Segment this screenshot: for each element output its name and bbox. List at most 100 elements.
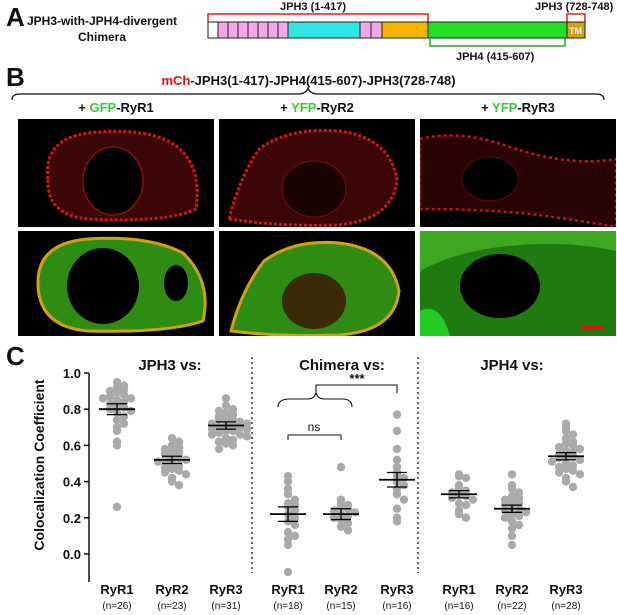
x-category-label: RyR1 — [271, 582, 304, 597]
x-n-label: (n=28) — [551, 601, 580, 612]
colocalization-chart: Colocalization Coefficient 0.0 0.2 0.4 0.6 0… — [31, 357, 585, 612]
x-n-label: (n=18) — [273, 601, 302, 612]
construct-brace — [11, 86, 605, 101]
x-category-label: RyR2 — [495, 582, 528, 597]
data-point — [112, 502, 122, 512]
x-n-label: (n=22) — [497, 601, 526, 612]
data-point — [174, 480, 184, 490]
x-n-label: (n=16) — [382, 601, 411, 612]
chimera-title-line2: Chimera — [78, 30, 127, 44]
data-point — [392, 517, 402, 526]
data-point — [214, 428, 224, 437]
data-point — [283, 540, 293, 550]
data-point — [554, 468, 564, 477]
data-point — [514, 520, 524, 530]
data-point — [126, 394, 136, 403]
data-point — [235, 430, 245, 439]
data-point — [119, 390, 129, 399]
image-ryr3-merge — [420, 231, 616, 336]
x-n-label: (n=15) — [326, 601, 355, 612]
data-point — [568, 466, 578, 475]
data-point — [568, 482, 578, 492]
jph3-right-label: JPH3 (728-748) — [535, 1, 614, 13]
x-category-label: RyR1 — [442, 582, 475, 597]
data-point — [112, 388, 122, 398]
data-point — [547, 457, 557, 466]
data-point — [454, 509, 464, 519]
data-point — [283, 490, 293, 499]
data-point — [153, 457, 163, 466]
data-point — [167, 464, 177, 474]
data-point — [167, 433, 177, 443]
tm-domain — [566, 21, 586, 39]
data-point — [290, 513, 300, 522]
sig-bracket — [315, 384, 398, 393]
jph4-divergent-region — [427, 21, 568, 39]
data-point — [507, 484, 517, 494]
jph3-left-bracket — [207, 13, 429, 22]
x-n-label: (n=23) — [157, 601, 186, 612]
construct-name: -JPH3(1-417)-JPH4(415-607)-JPH3(728-748) — [190, 73, 456, 88]
y-axis-label: Colocalization Coefficient — [31, 379, 47, 550]
data-point — [461, 513, 471, 522]
image-ryr2-red — [219, 119, 415, 227]
data-point — [343, 526, 353, 535]
alpha-helix-region — [381, 21, 429, 39]
x-category-label: RyR3 — [209, 582, 242, 597]
data-point — [575, 470, 585, 479]
data-point — [214, 437, 224, 446]
data-point — [126, 406, 136, 416]
jph3-left-label: JPH3 (1-417) — [280, 1, 346, 13]
data-point — [454, 471, 464, 481]
y-tick-label: 0.8 — [63, 402, 81, 417]
x-category-label: RyR3 — [380, 582, 413, 597]
y-tick-label: 0.2 — [63, 511, 81, 526]
y-tick-label: 1.0 — [63, 366, 81, 381]
data-point — [221, 394, 231, 403]
data-point — [290, 531, 300, 541]
mch-tag: mCh — [161, 73, 191, 88]
data-point — [554, 442, 564, 452]
jph4-bracket — [429, 38, 566, 47]
data-point — [112, 415, 122, 425]
group-title: JPH3 vs: — [138, 357, 201, 374]
x-n-label: (n=26) — [102, 601, 131, 612]
sig-label: *** — [349, 371, 365, 386]
data-point — [507, 540, 517, 550]
data-point — [283, 477, 293, 486]
data-point — [507, 517, 517, 526]
panel-b-letter: B — [6, 62, 25, 92]
group-title: Chimera vs: — [299, 357, 385, 374]
condition-ryr3: + YFP-RyR3 — [481, 100, 555, 115]
data-point — [561, 426, 571, 436]
pooled-brace — [277, 391, 353, 408]
data-point — [561, 464, 571, 474]
data-point — [283, 528, 293, 537]
data-point — [181, 470, 191, 479]
panel-a-letter: A — [6, 2, 25, 32]
ns-bracket — [287, 434, 342, 440]
data-point — [242, 424, 252, 434]
condition-ryr2: + YFP-RyR2 — [280, 100, 354, 115]
data-point — [112, 441, 122, 450]
data-point — [214, 444, 224, 454]
image-ryr3-red — [420, 119, 616, 227]
data-point — [221, 401, 231, 410]
data-point — [119, 419, 129, 428]
data-point — [392, 444, 402, 454]
data-point — [568, 441, 578, 450]
construct-label: mCh-JPH3(1-417)-JPH4(415-607)-JPH3(728-7… — [0, 73, 617, 88]
data-point — [112, 426, 122, 436]
data-point — [568, 430, 578, 439]
data-point — [343, 518, 353, 528]
data-point — [454, 499, 464, 508]
data-point — [228, 441, 238, 450]
panel-c-letter: C — [6, 341, 25, 371]
data-point — [207, 430, 217, 439]
data-point — [242, 432, 252, 441]
image-ryr2-merge — [219, 231, 415, 336]
data-point — [507, 531, 517, 541]
data-point — [221, 414, 231, 423]
condition-ryr1: + GFP-RyR1 — [78, 100, 154, 115]
y-tick-label: 0.6 — [63, 438, 81, 453]
